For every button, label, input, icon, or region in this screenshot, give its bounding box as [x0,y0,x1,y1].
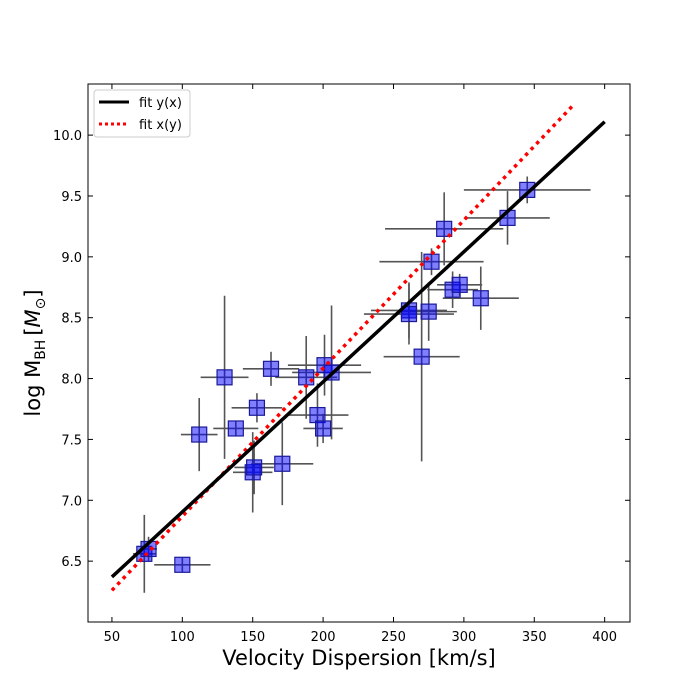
legend: fit y(x) fit x(y) [93,89,191,138]
y-axis-label-unit-symbol: ⊙ [33,298,49,310]
data-point [262,360,280,377]
x-tick-label: 100 [170,630,195,645]
y-tick-label: 7.0 [61,494,82,509]
data-point [191,426,208,443]
data-point [274,455,291,472]
y-tick-label: 7.5 [61,433,82,448]
x-tick-label: 200 [311,630,336,645]
y-axis-label-sub: BH [33,340,49,360]
y-tick-label: 8.0 [61,373,82,388]
fit-lines-layer [110,103,606,592]
y-axis-label-unit: M [21,309,45,327]
data-point [309,406,326,424]
data-point [436,220,453,237]
data-point [400,305,418,323]
x-tick-label: 350 [522,630,547,645]
data-point [413,348,430,365]
y-axis-label-bracket-close: ] [21,289,45,297]
data-point [246,459,263,476]
plot-area [110,103,606,593]
data-point [420,303,437,320]
y-axis-label-main: log M [21,360,45,417]
y-tick-label: 9.5 [61,190,82,205]
data-point [227,420,244,437]
x-tick-label: 50 [104,630,121,645]
y-axis: 6.5 7.0 7.5 8.0 8.5 9.0 9.5 10.0 [53,129,630,570]
y-tick-label: 10.0 [53,129,82,144]
plot-frame [87,83,631,623]
y-tick-label: 9.0 [61,251,82,266]
y-axis-label: log MBH [M⊙] [21,289,49,416]
data-point [519,181,536,198]
x-tick-label: 150 [240,630,265,645]
legend-label-fit-xy: fit x(y) [139,118,182,133]
x-tick-label: 250 [381,630,406,645]
x-axis-label: Velocity Dispersion [km/s] [222,646,496,670]
data-point [315,420,332,437]
fit-yx-line [110,120,606,579]
data-point [472,290,489,307]
data-point [248,399,266,416]
x-tick-label: 300 [451,630,476,645]
x-tick-label: 400 [592,630,617,645]
y-tick-label: 6.5 [61,555,82,570]
y-axis-label-bracket-open: [ [21,327,45,335]
data-point [216,369,233,386]
data-point [423,253,440,270]
legend-label-fit-yx: fit y(x) [139,96,182,111]
y-tick-label: 8.5 [61,312,82,327]
x-axis: 50 100 150 200 250 300 350 400 [104,84,617,645]
data-point [451,276,468,293]
data-point [174,556,191,573]
